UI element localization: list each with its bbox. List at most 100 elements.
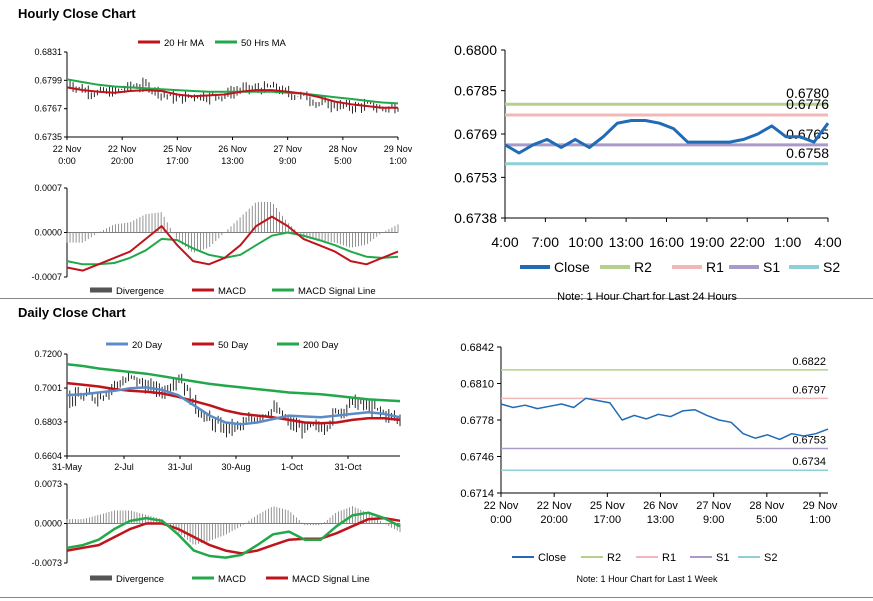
hourly-price-x-tick-label: 26 Nov [218, 144, 247, 154]
daily-price-x-tick-label: 31-Oct [334, 462, 362, 472]
hourly-macd-y-tick-label: -0.0007 [31, 272, 62, 282]
daily-legend-macd-signal-label: MACD Signal Line [292, 574, 370, 585]
hourly-pivot-legend-r1-swatch [672, 265, 702, 269]
hourly-pivot-note: Note: 1 Hour Chart for Last 24 Hours [557, 291, 737, 303]
daily-price-x-tick-label: 2-Jul [114, 462, 134, 472]
daily-section-title: Daily Close Chart [18, 305, 126, 320]
daily-pivot-s1-label: 0.6753 [792, 435, 826, 447]
hourly-pivot-y-tick-label: 0.6738 [454, 210, 497, 226]
daily-pivot-legend-s1-label: S1 [716, 552, 729, 564]
daily-pivot-legend-s2-swatch [738, 556, 760, 558]
daily-price-y-tick-label: 0.6604 [34, 451, 62, 461]
daily-pivot-close-line [500, 397, 829, 441]
hourly-price-x-tick-label: 20:00 [111, 156, 134, 166]
hourly-legend-macd-label: MACD [218, 286, 246, 297]
daily-pivot-x-tick-label: 22 Nov [537, 500, 572, 512]
daily-macd-signal-line [66, 516, 401, 555]
daily-pivot-x-tick-label: 22 Nov [484, 500, 519, 512]
hourly-legend-macd-swatch [192, 288, 214, 292]
hourly-pivot-x-tick-label: 10:00 [568, 234, 603, 250]
daily-price-x-tick-label: 1-Oct [281, 462, 304, 472]
daily-pivot-legend-r2-label: R2 [607, 552, 621, 564]
legend-20hr-ma-label: 20 Hr MA [164, 38, 205, 49]
daily-pivot-x-tick-label: 9:00 [703, 514, 724, 526]
daily-legend-macd-label: MACD [218, 574, 246, 585]
daily-pivot-legend-s1-swatch [690, 556, 712, 558]
daily-pivot-x-tick-label: 13:00 [647, 514, 675, 526]
legend-50hrs-ma-swatch [215, 40, 237, 44]
hourly-section-title: Hourly Close Chart [18, 6, 136, 21]
daily-pivot-legend-close-label: Close [538, 552, 566, 564]
hourly-legend-macd-signal-swatch [272, 288, 294, 292]
daily-price-x-tick-label: 30-Aug [221, 462, 250, 472]
daily-pivot-s2-label: 0.6734 [792, 456, 826, 468]
hourly-macd-signal-line [66, 231, 399, 266]
daily-price-y-tick-label: 0.7200 [34, 349, 62, 359]
hourly-pivot-y-tick-label: 0.6769 [454, 126, 497, 142]
hourly-macd-y-tick-label: 0.0000 [34, 228, 62, 238]
hourly-pivot-legend-close-label: Close [554, 259, 590, 275]
hourly-pivot-x-tick-label: 19:00 [689, 234, 724, 250]
hourly-price-x-tick-label: 25 Nov [163, 144, 192, 154]
daily-20-day-line [66, 386, 401, 426]
hourly-price-y-tick-label: 0.6735 [34, 132, 62, 142]
hourly-pivot-x-tick-label: 1:00 [774, 234, 801, 250]
hourly-pivot-legend-s2-label: S2 [823, 259, 840, 275]
section-divider [0, 298, 873, 299]
daily-pivot-r2-label: 0.6822 [792, 356, 826, 368]
hourly-20hr-ma-line [66, 86, 398, 109]
hourly-price-y-tick-label: 0.6767 [34, 104, 62, 114]
daily-legend-macd-signal-swatch [266, 576, 288, 580]
daily-macd-line [66, 511, 401, 559]
daily-pivot-legend-close-swatch [512, 556, 534, 558]
hourly-macd-line [66, 215, 399, 272]
hourly-pivot-x-tick-label: 4:00 [491, 234, 518, 250]
hourly-pivot-x-tick-label: 16:00 [649, 234, 684, 250]
daily-pivot-x-tick-label: 25 Nov [590, 500, 625, 512]
hourly-pivot-x-tick-label: 22:00 [730, 234, 765, 250]
daily-pivot-y-tick-label: 0.6714 [460, 488, 494, 500]
hourly-pivot-legend-r2-swatch [600, 265, 630, 269]
daily-pivot-x-tick-label: 5:00 [756, 514, 777, 526]
hourly-pivot-s2-label: 0.6758 [786, 145, 829, 161]
hourly-pivot-close-line [504, 119, 830, 155]
hourly-legend-divergence-label: Divergence [116, 286, 164, 297]
daily-macd-y-tick-label: 0.0000 [34, 519, 62, 529]
hourly-pivot-legend-s1-swatch [729, 265, 759, 269]
daily-pivot-y-tick-label: 0.6810 [460, 379, 494, 391]
hourly-macd-y-tick-label: 0.0007 [34, 183, 62, 193]
legend-200-day-label: 200 Day [303, 340, 339, 351]
daily-pivot-x-tick-label: 28 Nov [749, 500, 784, 512]
daily-pivot-x-tick-label: 17:00 [594, 514, 622, 526]
daily-pivot-y-tick-label: 0.6778 [460, 415, 494, 427]
daily-macd-y-tick-label: 0.0073 [34, 479, 62, 489]
daily-price-y-tick-label: 0.7001 [34, 383, 62, 393]
hourly-pivot-legend-r2-label: R2 [634, 259, 652, 275]
legend-20hr-ma-swatch [138, 40, 160, 44]
daily-pivot-r1-label: 0.6797 [792, 384, 826, 396]
bottom-divider [0, 597, 873, 598]
hourly-pivot-legend-s2-swatch [789, 265, 819, 269]
daily-legend-divergence-swatch [90, 575, 112, 581]
hourly-pivot-x-tick-label: 4:00 [814, 234, 841, 250]
daily-pivot-x-tick-label: 20:00 [540, 514, 568, 526]
hourly-pivot-y-tick-label: 0.6800 [454, 42, 497, 58]
daily-pivot-y-tick-label: 0.6746 [460, 452, 494, 464]
daily-price-y-tick-label: 0.6803 [34, 417, 62, 427]
hourly-price-x-tick-label: 29 Nov [384, 144, 413, 154]
hourly-pivot-x-tick-label: 13:00 [609, 234, 644, 250]
daily-pivot-x-tick-label: 29 Nov [803, 500, 838, 512]
daily-pivot-legend-r1-label: R1 [662, 552, 676, 564]
daily-200-day-line [66, 363, 401, 403]
hourly-pivot-y-tick-label: 0.6753 [454, 169, 497, 185]
hourly-price-x-tick-label: 5:00 [334, 156, 352, 166]
legend-50-day-swatch [192, 342, 214, 346]
daily-pivot-legend-r2-swatch [581, 556, 603, 558]
hourly-price-x-tick-label: 0:00 [58, 156, 76, 166]
legend-20-day-label: 20 Day [132, 340, 162, 351]
hourly-price-x-tick-label: 28 Nov [329, 144, 358, 154]
daily-pivot-x-tick-label: 27 Nov [696, 500, 731, 512]
hourly-pivot-r1-label: 0.6776 [786, 96, 829, 112]
hourly-pivot-r2-label: 0.6780 [786, 85, 829, 101]
legend-20-day-swatch [106, 342, 128, 346]
